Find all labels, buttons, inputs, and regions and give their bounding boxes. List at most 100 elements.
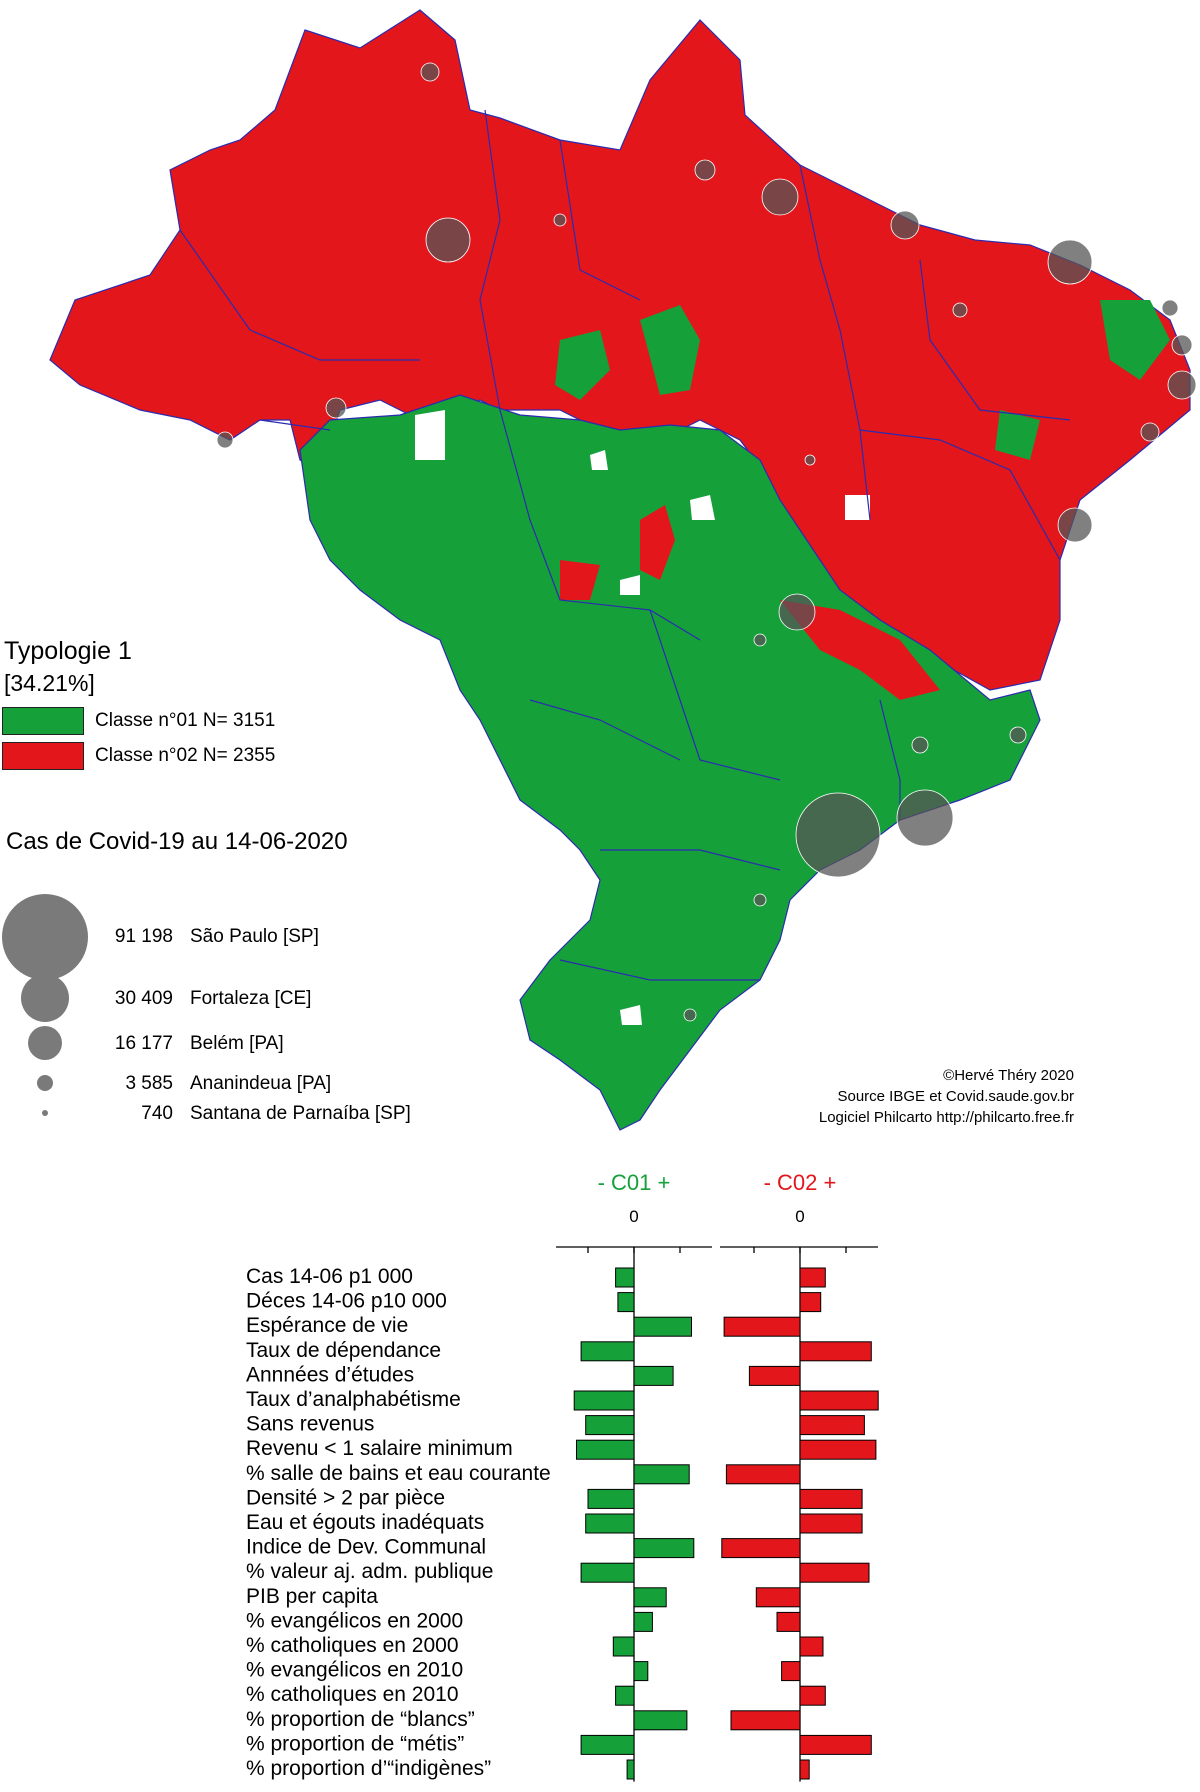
no-data-patch (590, 450, 608, 470)
c02-bar (799, 1292, 822, 1313)
brazil-typology-map (49, 9, 1197, 1131)
c02-bar (799, 1734, 872, 1755)
variable-label: % valeur aj. adm. publique (246, 1560, 493, 1583)
covid-circle-vitoria (1009, 726, 1027, 744)
c01-bar (633, 1316, 692, 1337)
covid-circle-joao-pessoa (1171, 334, 1193, 356)
variable-label: % proportion de “métis” (246, 1732, 464, 1755)
c02-bar (748, 1365, 801, 1386)
c02-bar (799, 1488, 863, 1509)
no-data-patch (415, 410, 445, 460)
c01-bar (585, 1513, 635, 1534)
covid-circle-recife (1167, 370, 1197, 400)
covid-case-circles (216, 62, 1197, 1022)
covid-circle-sao-luis (890, 210, 920, 240)
cases-city-5: Santana de Parnaíba [SP] (190, 1103, 411, 1124)
legend-title: Typologie 1 (4, 637, 132, 665)
variable-label: % proportion de “blancs” (246, 1708, 475, 1731)
c02-bar (799, 1439, 877, 1460)
covid-circle-fortaleza (1047, 239, 1093, 285)
variable-label: % evangélicos en 2010 (246, 1659, 463, 1682)
state-borders (179, 109, 1071, 981)
c02-bar (799, 1341, 872, 1362)
c02-bar (730, 1710, 801, 1731)
variable-label: % salle de bains et eau courante (246, 1462, 551, 1485)
variable-label: % evangélicos en 2000 (246, 1609, 463, 1632)
c02-header: - C02 + (764, 1170, 837, 1195)
cases-value-1: 91 198 (114, 926, 173, 947)
c01-bar (633, 1365, 674, 1386)
variable-label: Taux de dépendance (246, 1339, 441, 1362)
class-02-patch (780, 600, 940, 700)
no-data-patch (620, 1005, 642, 1025)
c01-bar (633, 1611, 653, 1632)
cases-circle-xsmall (37, 1075, 53, 1091)
c02-bar (781, 1661, 801, 1682)
variable-label: Annnées d’études (246, 1363, 414, 1386)
c02-bar (799, 1390, 879, 1411)
c01-bar (633, 1710, 688, 1731)
credit-author: ©Hervé Théry 2020 (943, 1067, 1074, 1084)
cases-circle-tiny (42, 1110, 48, 1116)
class-02-patch (560, 560, 600, 600)
c01-bar (573, 1390, 635, 1411)
c02-bar (799, 1685, 826, 1706)
legend-subtitle: [34.21%] (4, 670, 95, 696)
cases-legend-title: Cas de Covid-19 au 14-06-2020 (6, 828, 348, 855)
c01-bar (633, 1661, 649, 1682)
credit-software: Logiciel Philcarto http://philcarto.free… (818, 1109, 1074, 1126)
legend-swatch-class-01 (2, 707, 84, 735)
c01-bar (576, 1439, 635, 1460)
no-data-patch (690, 495, 715, 520)
c02-bar (776, 1611, 801, 1632)
c01-panel: - C01 + 0 (556, 1170, 712, 1782)
covid-circle-maceio (1140, 422, 1160, 442)
variable-label: Eau et égouts inadéquats (246, 1511, 484, 1534)
covid-circle-teresina (952, 302, 968, 318)
no-data-patch (620, 575, 640, 595)
c01-zero-label: 0 (629, 1207, 638, 1226)
class-01-patch (640, 305, 700, 395)
c02-bar (799, 1759, 810, 1780)
c01-bar (587, 1488, 635, 1509)
cases-value-3: 16 177 (114, 1033, 173, 1054)
no-data-patch (845, 495, 870, 520)
c02-bar (721, 1538, 801, 1559)
cases-city-1: São Paulo [SP] (190, 926, 319, 947)
covid-circle-goiania (753, 633, 767, 647)
covid-circle-brasilia (778, 593, 816, 631)
c02-panel: - C02 + 0 (720, 1170, 879, 1782)
covid-circle-sao-paulo (795, 792, 881, 878)
c01-bar (580, 1341, 635, 1362)
variable-label: % catholiques en 2010 (246, 1683, 459, 1706)
c01-bar (617, 1292, 635, 1313)
variable-label: PIB per capita (246, 1585, 378, 1608)
variable-label: Déces 14-06 p10 000 (246, 1290, 447, 1313)
c02-bar (725, 1464, 801, 1485)
covid-circle-santarem (553, 213, 567, 227)
c01-header: - C01 + (598, 1170, 671, 1195)
variable-label: % proportion d’“indigènes” (246, 1757, 491, 1780)
cases-legend-circles (2, 894, 88, 1116)
c01-bar (626, 1759, 635, 1780)
covid-circle-manaus (425, 217, 471, 263)
c01-bar (612, 1636, 635, 1657)
legend-label-class-02: Classe n°02 N= 2355 (95, 745, 276, 766)
c02-zero-label: 0 (795, 1207, 804, 1226)
variable-label: Sans revenus (246, 1413, 374, 1436)
cases-circle-large (2, 894, 88, 980)
cases-city-4: Ananindeua [PA] (190, 1073, 332, 1094)
cases-value-2: 30 409 (114, 988, 173, 1009)
class-01-patch (555, 330, 610, 400)
covid-circle-boa-vista (420, 62, 440, 82)
c02-bar (755, 1587, 801, 1608)
variable-label: Espérance de vie (246, 1314, 408, 1337)
variable-label: % catholiques en 2000 (246, 1634, 459, 1657)
covid-circle-rio (896, 789, 954, 847)
class-01-region (299, 394, 1041, 1131)
c01-bar (580, 1562, 635, 1583)
cases-city-2: Fortaleza [CE] (190, 988, 312, 1009)
cases-value-4: 3 585 (125, 1073, 173, 1094)
